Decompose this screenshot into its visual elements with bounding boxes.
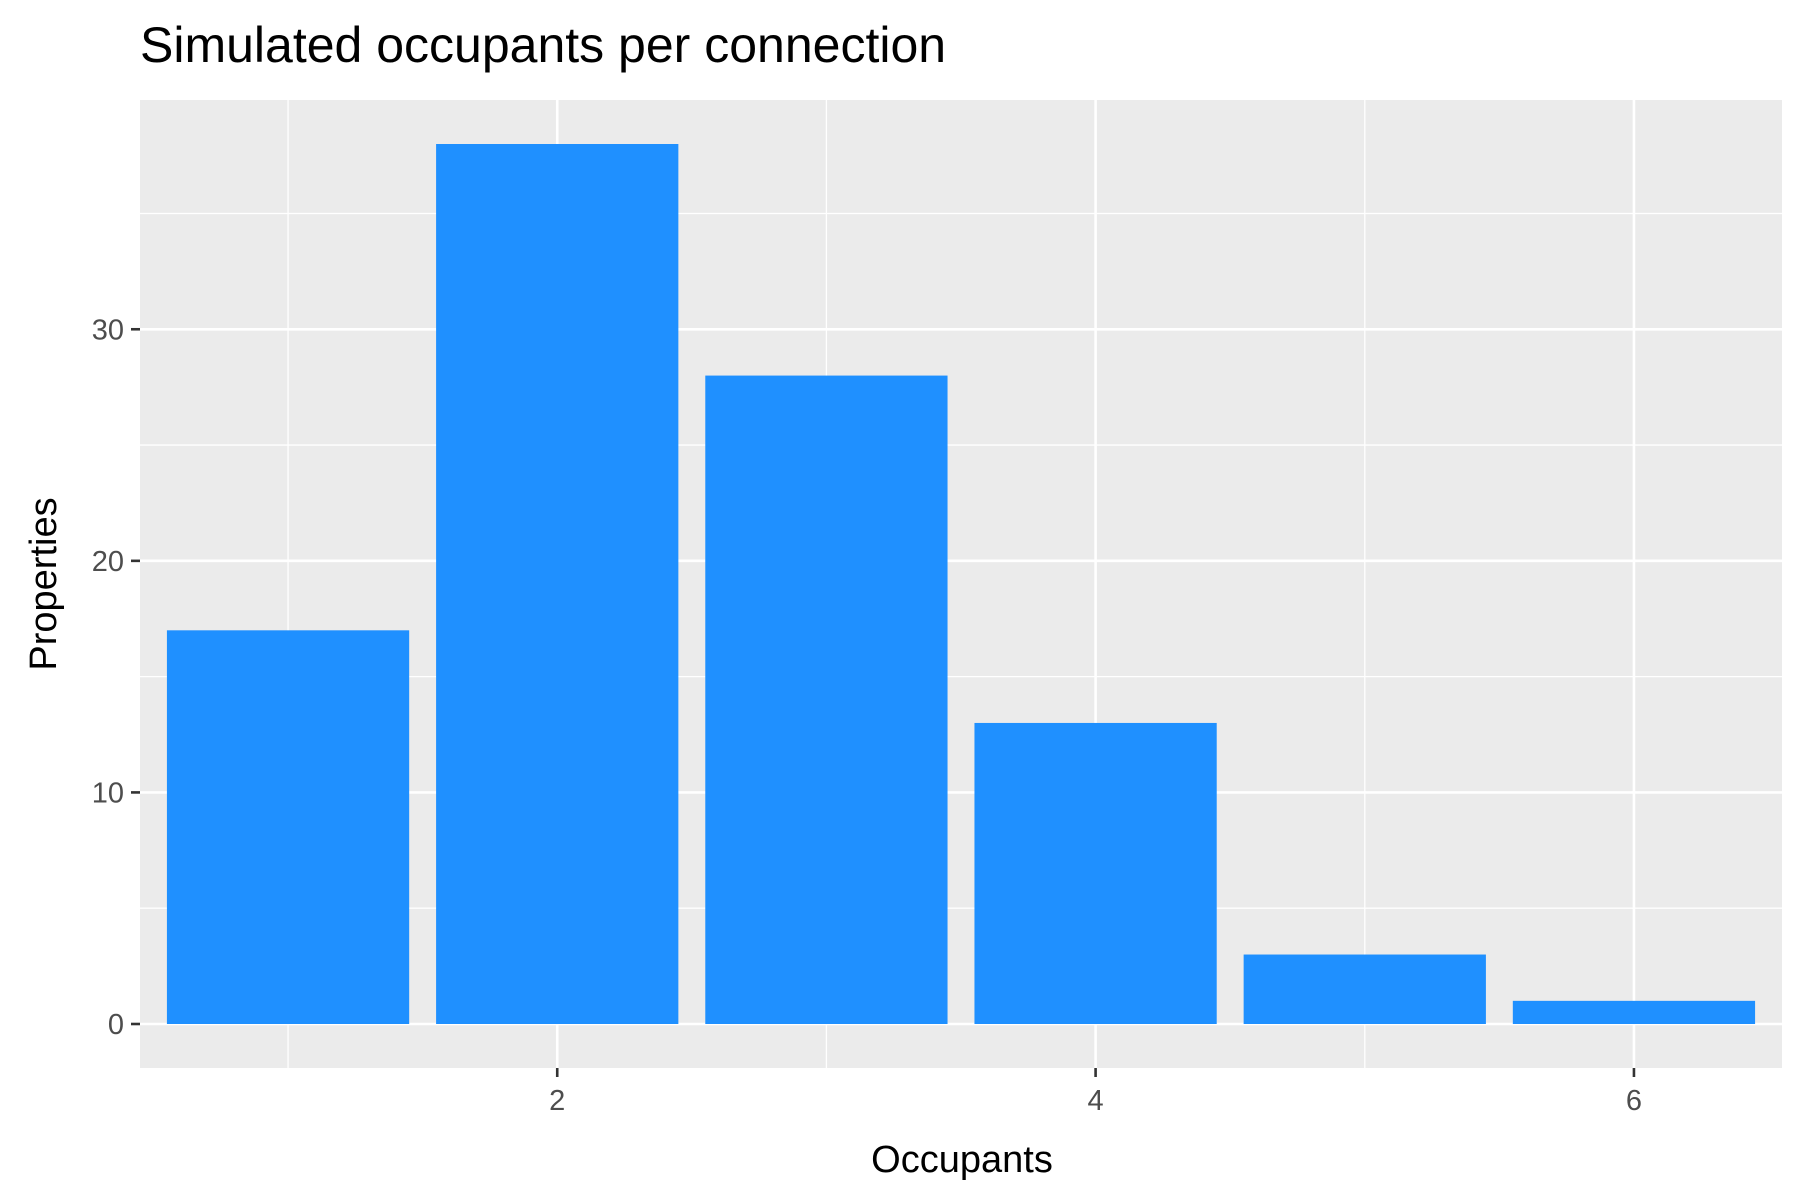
y-axis-title: Properties	[23, 497, 65, 670]
x-tick-label: 4	[1088, 1085, 1104, 1117]
y-tick-label: 20	[92, 546, 124, 578]
bar	[705, 375, 948, 1024]
plot-panel	[140, 100, 1782, 1068]
bars	[166, 144, 1756, 1024]
bar	[436, 144, 679, 1024]
y-tick-label: 0	[108, 1009, 124, 1041]
y-tick-label: 30	[92, 314, 124, 346]
major-gridlines	[140, 100, 1782, 1068]
bar	[1243, 954, 1486, 1024]
x-tick-label: 2	[549, 1085, 565, 1117]
y-axis: 0 10 20 30	[92, 314, 140, 1041]
x-tick-label: 6	[1626, 1085, 1642, 1117]
y-tick-label: 10	[92, 777, 124, 809]
chart-title: Simulated occupants per connection	[140, 17, 946, 73]
bar	[1512, 1000, 1756, 1024]
x-axis: 2 4 6	[549, 1068, 1642, 1117]
bar	[166, 630, 410, 1024]
bar	[974, 722, 1217, 1024]
x-axis-title: Occupants	[871, 1139, 1053, 1181]
